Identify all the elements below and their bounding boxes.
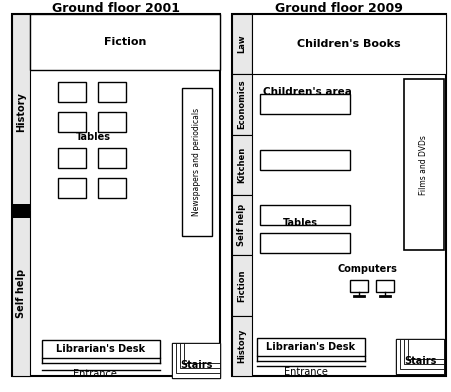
Bar [98, 178, 126, 198]
Text: Librarian's Desk: Librarian's Desk [56, 344, 145, 354]
Bar [98, 82, 126, 102]
Text: Computers: Computers [336, 264, 396, 274]
Bar [98, 148, 126, 168]
Bar [231, 14, 445, 376]
Bar [58, 148, 86, 168]
Bar [172, 343, 220, 378]
Bar [403, 79, 443, 250]
Bar [58, 112, 86, 132]
Text: Law: Law [237, 35, 246, 53]
Bar [12, 204, 30, 218]
Bar [231, 135, 252, 195]
Bar [375, 280, 393, 292]
Text: Tables: Tables [282, 218, 317, 228]
Bar [58, 178, 86, 198]
Text: Kitchen: Kitchen [237, 147, 246, 183]
Text: History: History [237, 328, 246, 363]
Text: Fiction: Fiction [237, 269, 246, 302]
Text: Librarian's Desk: Librarian's Desk [266, 342, 355, 352]
Bar [231, 255, 252, 316]
Text: Ground floor 2009: Ground floor 2009 [275, 2, 402, 15]
Bar [98, 112, 126, 132]
Bar [175, 343, 220, 373]
Bar [399, 339, 443, 369]
Bar [395, 339, 443, 374]
Text: Entrance: Entrance [73, 369, 117, 379]
Text: Self help: Self help [16, 269, 26, 318]
Bar [12, 14, 220, 376]
Bar [231, 195, 252, 255]
Bar [407, 339, 443, 359]
Bar [30, 14, 220, 70]
Text: Stairs: Stairs [403, 356, 435, 365]
Bar [259, 233, 349, 253]
Text: Ground floor 2001: Ground floor 2001 [52, 2, 179, 15]
Bar [252, 14, 445, 74]
Text: Self help: Self help [237, 204, 246, 246]
Bar [12, 210, 30, 376]
Bar [395, 339, 443, 374]
Text: Economics: Economics [237, 80, 246, 129]
Bar [257, 338, 364, 356]
Bar [231, 14, 252, 74]
Bar [184, 343, 220, 363]
Bar [182, 88, 212, 236]
Text: Stairs: Stairs [179, 361, 212, 370]
Bar [179, 343, 220, 368]
Bar [231, 316, 252, 376]
Text: Films and DVDs: Films and DVDs [419, 135, 428, 195]
Text: Entrance: Entrance [283, 367, 327, 377]
Bar [259, 94, 349, 114]
Bar [403, 339, 443, 364]
Bar [349, 280, 367, 292]
Bar [42, 340, 160, 358]
Bar [231, 74, 252, 135]
Text: Children's Books: Children's Books [296, 39, 400, 49]
Bar [259, 205, 349, 225]
Text: Newspapers and periodicals: Newspapers and periodicals [192, 108, 201, 216]
Bar [259, 150, 349, 170]
Text: Children's area: Children's area [262, 87, 351, 97]
Bar [12, 14, 30, 210]
Text: History: History [16, 92, 26, 132]
Bar [58, 82, 86, 102]
Text: Fiction: Fiction [104, 37, 146, 47]
Bar [172, 343, 220, 378]
Text: Tables: Tables [75, 132, 110, 142]
